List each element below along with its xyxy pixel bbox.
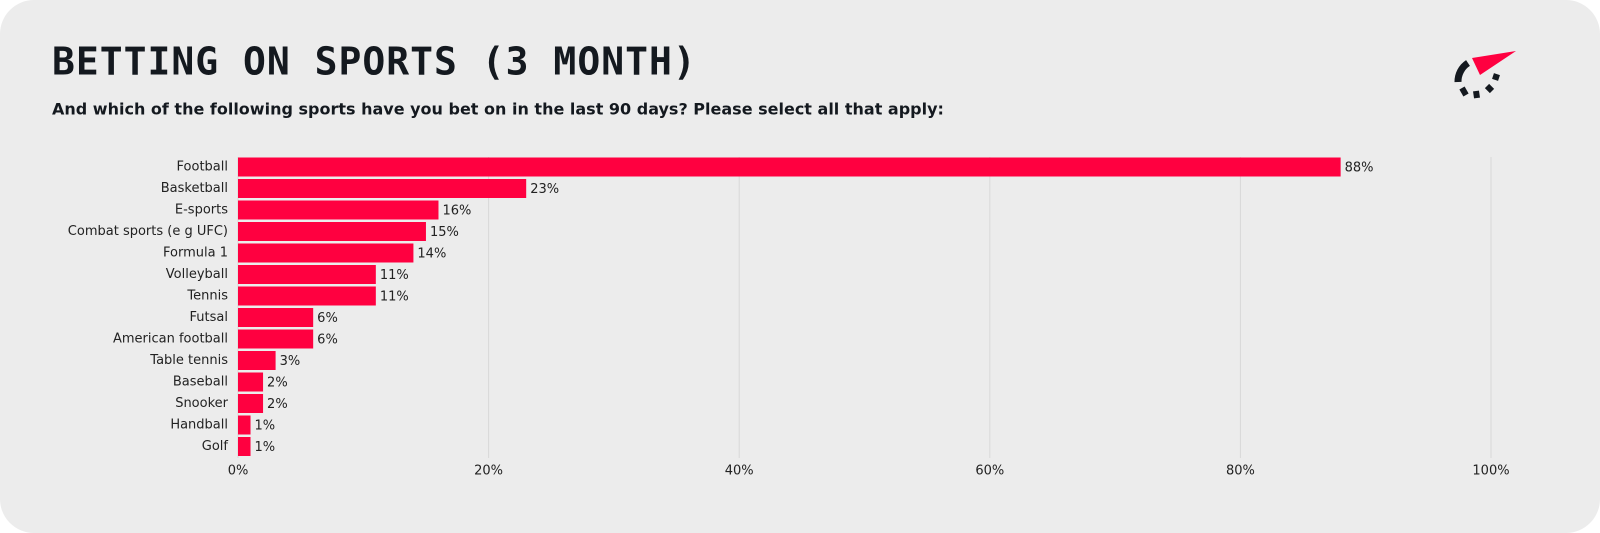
bar xyxy=(238,329,314,349)
bar xyxy=(238,372,264,392)
x-tick-label: 60% xyxy=(975,464,1004,479)
x-tick-label: 80% xyxy=(1226,464,1255,479)
y-tick-label: Table tennis xyxy=(149,353,228,368)
logo-tick xyxy=(1473,90,1480,99)
y-tick-label: Handball xyxy=(170,418,228,433)
logo-tick xyxy=(1459,86,1469,97)
y-tick-label: Snooker xyxy=(175,396,228,411)
x-tick-label: 20% xyxy=(474,464,503,479)
y-tick-label: Tennis xyxy=(186,289,228,304)
y-tick-label: Golf xyxy=(202,439,229,454)
data-label: 23% xyxy=(530,182,559,197)
bar xyxy=(238,351,276,370)
bar xyxy=(238,308,314,327)
y-tick-label: American football xyxy=(113,332,228,347)
y-tick-label: Baseball xyxy=(173,375,228,390)
data-label: 11% xyxy=(380,290,409,305)
data-label: 88% xyxy=(1345,161,1374,176)
x-tick-label: 100% xyxy=(1472,464,1509,479)
bar xyxy=(238,200,439,220)
x-tick-label: 0% xyxy=(228,464,249,479)
bar xyxy=(238,179,527,198)
logo xyxy=(1454,51,1516,99)
bar xyxy=(238,415,251,435)
bar xyxy=(238,286,376,306)
logo-tick xyxy=(1492,73,1500,81)
bar xyxy=(238,222,426,241)
data-label: 6% xyxy=(317,333,338,348)
data-label: 16% xyxy=(442,204,471,219)
data-label: 1% xyxy=(255,419,276,434)
data-label: 6% xyxy=(317,311,338,326)
data-label: 3% xyxy=(280,354,301,369)
logo-wing xyxy=(1472,51,1516,75)
data-label: 2% xyxy=(267,397,288,412)
data-label: 14% xyxy=(417,247,446,262)
x-tick-label: 40% xyxy=(725,464,754,479)
logo-arc xyxy=(1454,60,1471,83)
chart-subtitle: And which of the following sports have y… xyxy=(52,100,944,119)
bar xyxy=(238,437,251,456)
y-tick-label: Futsal xyxy=(190,310,228,325)
y-tick-label: Basketball xyxy=(161,181,228,196)
y-tick-label: E-sports xyxy=(175,203,228,218)
bar xyxy=(238,394,264,413)
bar xyxy=(238,157,1341,177)
bar xyxy=(238,243,414,263)
data-label: 2% xyxy=(267,376,288,391)
y-tick-label: Formula 1 xyxy=(163,246,228,261)
data-label: 15% xyxy=(430,225,459,240)
bar xyxy=(238,265,376,284)
y-tick-label: Football xyxy=(177,160,228,175)
data-label: 11% xyxy=(380,268,409,283)
data-label: 1% xyxy=(255,440,276,455)
y-tick-label: Combat sports (e g UFC) xyxy=(68,224,228,239)
y-tick-label: Volleyball xyxy=(166,267,228,282)
chart-title: BETTING ON SPORTS (3 MONTH) xyxy=(52,40,697,84)
logo-tick xyxy=(1484,83,1495,94)
